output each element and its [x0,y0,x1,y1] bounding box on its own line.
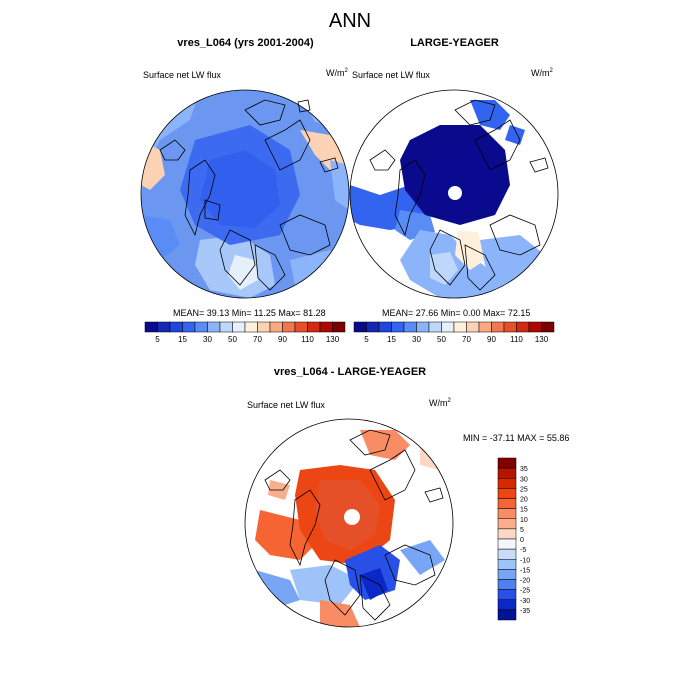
figure-title: ANN [328,10,372,32]
colorbar-2-swatch [528,321,542,333]
colorbar-2-swatch [541,321,555,333]
colorbar-2-swatch [353,321,367,333]
colorbar-1: 5 15 30 50 70 90 110 130 [144,321,346,344]
panel-1-stats: MEAN= 39.13 Min= 11.25 Max= 81.28 [173,308,326,318]
colorbar-2-tick-label: 70 [462,335,471,344]
colorbar-1-swatch [194,321,208,333]
colorbar-1-tick-label: 30 [203,335,212,344]
colorbar-difference-swatch [497,498,517,509]
panel-3-variable-label: Surface net LW flux [247,400,325,410]
colorbar-1-swatch [257,321,271,333]
panel-2-variable-label: Surface net LW flux [352,70,430,80]
colorbar-1-swatch [282,321,296,333]
colorbar-1-swatch [207,321,221,333]
colorbar-2-swatch [491,321,505,333]
map-1-polar-plot [140,89,350,299]
panel-2-stats: MEAN= 27.66 Min= 0.00 Max= 72.15 [382,308,531,318]
colorbar-2-tick-label: 30 [412,335,421,344]
colorbar-difference: 35 30 25 20 15 10 5 0 -5 -10 -15 -20 -25 -30 -35 [497,457,530,621]
colorbar-2-swatch [516,321,530,333]
colorbar-difference-swatch [497,589,517,600]
colorbar-2-tick-label: 90 [487,335,496,344]
colorbar-difference-swatch [497,559,517,570]
panel-3-title: vres_L064 - LARGE-YEAGER [273,366,427,378]
colorbar-difference-swatch [497,528,517,540]
colorbar-difference-swatch [497,467,517,479]
colorbar-2-swatch [503,321,517,333]
colorbar-difference-tick-label: 15 [520,507,528,514]
colorbar-difference-swatch [497,609,517,621]
colorbar-1-swatch [319,321,333,333]
colorbar-1-swatch [307,321,321,333]
colorbar-2-tick-label: 5 [364,335,369,344]
panel-3-stats: MIN = -37.11 MAX = 55.86 [463,433,570,443]
colorbar-difference-tick-label: 0 [520,537,524,544]
colorbar-difference-swatch [497,457,517,469]
colorbar-difference-tick-label: -30 [520,598,530,605]
colorbar-2-swatch [428,321,442,333]
colorbar-difference-tick-label: -15 [520,567,530,574]
panel-1-units-label: W/m2 [326,68,348,78]
colorbar-difference-swatch [497,548,517,560]
colorbar-1-swatch [294,321,308,333]
colorbar-difference-tick-label: 30 [520,476,528,483]
map-2-polar-plot [349,89,559,299]
colorbar-2-swatch [378,321,392,333]
colorbar-1-tick-label: 110 [301,335,314,344]
colorbar-1-swatch [144,321,158,333]
colorbar-2-tick-label: 110 [510,335,523,344]
colorbar-1-swatch [244,321,258,333]
colorbar-2-swatch [416,321,430,333]
colorbar-difference-tick-label: 35 [520,466,528,473]
colorbar-2-tick-label: 15 [387,335,396,344]
colorbar-difference-tick-label: 10 [520,517,528,524]
colorbar-1-tick-label: 70 [253,335,262,344]
colorbar-1-tick-label: 130 [326,335,340,344]
colorbar-2-swatch [466,321,480,333]
colorbar-difference-tick-label: -5 [520,547,526,554]
colorbar-2-swatch [453,321,467,333]
colorbar-difference-tick-label: -20 [520,578,530,585]
colorbar-difference-tick-label: 5 [520,527,524,534]
colorbar-difference-swatch [497,599,517,611]
panel-1-variable-label: Surface net LW flux [143,70,221,80]
colorbar-2-swatch [478,321,492,333]
colorbar-difference-swatch [497,579,517,590]
colorbar-2-swatch [441,321,455,333]
colorbar-difference-swatch [497,478,517,489]
colorbar-difference-swatch [497,488,517,499]
colorbar-1-tick-label: 50 [228,335,237,344]
colorbar-1-tick-label: 15 [178,335,187,344]
colorbar-difference-swatch [497,538,517,550]
colorbar-2: 5 15 30 50 70 90 110 130 [353,321,555,344]
colorbar-2-swatch [403,321,417,333]
colorbar-2-tick-label: 50 [437,335,446,344]
colorbar-1-swatch [157,321,171,333]
colorbar-difference-swatch [497,518,517,530]
colorbar-1-swatch [269,321,283,333]
colorbar-2-swatch [391,321,405,333]
colorbar-1-swatch [169,321,183,333]
colorbar-1-tick-label: 90 [278,335,287,344]
panel-3-units-label: W/m2 [429,398,451,408]
colorbar-difference-tick-label: 20 [520,497,528,504]
colorbar-2-swatch [366,321,380,333]
colorbar-difference-swatch [497,569,517,580]
colorbar-difference-tick-label: -25 [520,588,530,595]
colorbar-1-tick-label: 5 [155,335,160,344]
colorbar-difference-swatch [497,508,517,519]
colorbar-1-swatch [182,321,196,333]
map-3-polar-plot [244,418,454,628]
colorbar-difference-tick-label: 25 [520,486,528,493]
colorbar-1-swatch [219,321,233,333]
colorbar-1-swatch [332,321,346,333]
colorbar-difference-tick-label: -35 [520,608,530,615]
panel-2-title: LARGE-YEAGER [410,37,499,49]
colorbar-1-swatch [232,321,246,333]
colorbar-2-tick-label: 130 [535,335,549,344]
panel-1-title: vres_L064 (yrs 2001-2004) [177,37,314,49]
colorbar-difference-tick-label: -10 [520,557,530,564]
panel-2-units-label: W/m2 [531,68,553,78]
